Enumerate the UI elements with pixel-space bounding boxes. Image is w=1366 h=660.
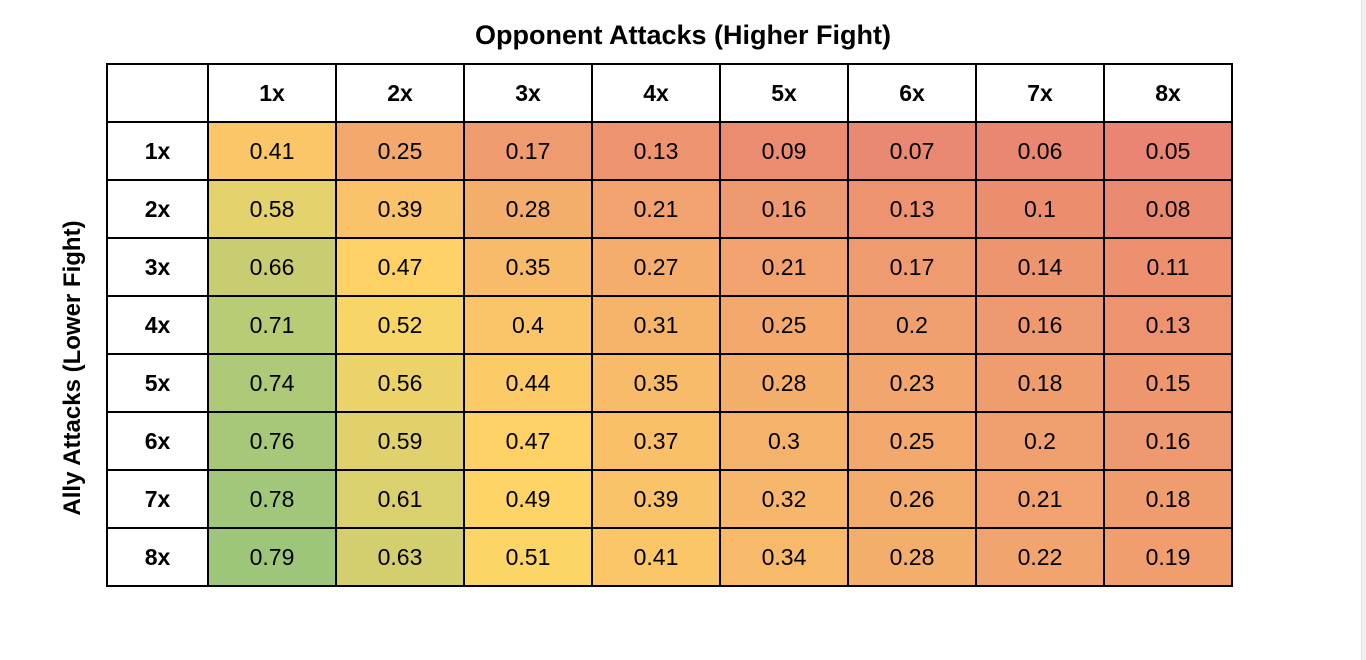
heatmap-cell-3x-2x: 0.47 — [335, 237, 465, 297]
header-row: 1x 2x 3x 4x 5x 6x 7x 8x — [106, 63, 1233, 123]
row-header-4x: 4x — [106, 295, 209, 355]
heatmap-cell-2x-3x: 0.28 — [463, 179, 593, 239]
heatmap-cell-7x-8x: 0.18 — [1103, 469, 1233, 529]
heatmap-cell-8x-6x: 0.28 — [847, 527, 977, 587]
heatmap-cell-8x-7x: 0.22 — [975, 527, 1105, 587]
col-header-2x: 2x — [335, 63, 465, 123]
heatmap-table: 1x 2x 3x 4x 5x 6x 7x 8x 1x 0.41 0.25 0.17 0.13 0.09 0… — [106, 63, 1233, 587]
heatmap-cell-3x-1x: 0.66 — [207, 237, 337, 297]
heatmap-cell-4x-2x: 0.52 — [335, 295, 465, 355]
heatmap-cell-6x-5x: 0.3 — [719, 411, 849, 471]
col-header-6x: 6x — [847, 63, 977, 123]
heatmap-cell-2x-4x: 0.21 — [591, 179, 721, 239]
heatmap-cell-7x-7x: 0.21 — [975, 469, 1105, 529]
row-header-1x: 1x — [106, 121, 209, 181]
col-header-1x: 1x — [207, 63, 337, 123]
heatmap-cell-2x-6x: 0.13 — [847, 179, 977, 239]
heatmap-cell-6x-4x: 0.37 — [591, 411, 721, 471]
row-header-7x: 7x — [106, 469, 209, 529]
heatmap-row-7x: 7x 0.78 0.61 0.49 0.39 0.32 0.26 0.21 0.18 — [106, 469, 1233, 529]
heatmap-cell-4x-3x: 0.4 — [463, 295, 593, 355]
heatmap-cell-6x-8x: 0.16 — [1103, 411, 1233, 471]
heatmap-body: 1x 0.41 0.25 0.17 0.13 0.09 0.07 0.06 0.05 2x 0.58… — [106, 121, 1233, 587]
heatmap-cell-6x-3x: 0.47 — [463, 411, 593, 471]
heatmap-cell-3x-5x: 0.21 — [719, 237, 849, 297]
col-header-4x: 4x — [591, 63, 721, 123]
heatmap-cell-8x-5x: 0.34 — [719, 527, 849, 587]
heatmap-row-6x: 6x 0.76 0.59 0.47 0.37 0.3 0.25 0.2 0.16 — [106, 411, 1233, 471]
heatmap-cell-1x-3x: 0.17 — [463, 121, 593, 181]
heatmap-cell-6x-7x: 0.2 — [975, 411, 1105, 471]
heatmap-cell-3x-8x: 0.11 — [1103, 237, 1233, 297]
heatmap-row-1x: 1x 0.41 0.25 0.17 0.13 0.09 0.07 0.06 0.05 — [106, 121, 1233, 181]
heatmap-row-2x: 2x 0.58 0.39 0.28 0.21 0.16 0.13 0.1 0.08 — [106, 179, 1233, 239]
heatmap-row-5x: 5x 0.74 0.56 0.44 0.35 0.28 0.23 0.18 0.15 — [106, 353, 1233, 413]
row-header-5x: 5x — [106, 353, 209, 413]
corner-cell — [106, 63, 209, 123]
heatmap-cell-8x-2x: 0.63 — [335, 527, 465, 587]
heatmap-cell-1x-8x: 0.05 — [1103, 121, 1233, 181]
heatmap-cell-2x-7x: 0.1 — [975, 179, 1105, 239]
heatmap-cell-5x-3x: 0.44 — [463, 353, 593, 413]
heatmap-cell-3x-6x: 0.17 — [847, 237, 977, 297]
heatmap-cell-5x-7x: 0.18 — [975, 353, 1105, 413]
window-edge-strip — [1361, 0, 1366, 660]
heatmap-cell-4x-1x: 0.71 — [207, 295, 337, 355]
heatmap-cell-4x-5x: 0.25 — [719, 295, 849, 355]
row-header-3x: 3x — [106, 237, 209, 297]
heatmap-cell-1x-2x: 0.25 — [335, 121, 465, 181]
row-header-2x: 2x — [106, 179, 209, 239]
col-header-5x: 5x — [719, 63, 849, 123]
heatmap-cell-7x-5x: 0.32 — [719, 469, 849, 529]
row-header-6x: 6x — [106, 411, 209, 471]
heatmap-cell-2x-1x: 0.58 — [207, 179, 337, 239]
heatmap-cell-8x-1x: 0.79 — [207, 527, 337, 587]
heatmap-cell-7x-2x: 0.61 — [335, 469, 465, 529]
heatmap-cell-3x-7x: 0.14 — [975, 237, 1105, 297]
heatmap-row-8x: 8x 0.79 0.63 0.51 0.41 0.34 0.28 0.22 0.19 — [106, 527, 1233, 587]
heatmap-cell-6x-1x: 0.76 — [207, 411, 337, 471]
heatmap-cell-2x-5x: 0.16 — [719, 179, 849, 239]
heatmap-cell-1x-6x: 0.07 — [847, 121, 977, 181]
heatmap-cell-4x-4x: 0.31 — [591, 295, 721, 355]
heatmap-cell-2x-2x: 0.39 — [335, 179, 465, 239]
col-header-8x: 8x — [1103, 63, 1233, 123]
heatmap-cell-1x-1x: 0.41 — [207, 121, 337, 181]
heatmap-cell-1x-7x: 0.06 — [975, 121, 1105, 181]
heatmap-cell-4x-6x: 0.2 — [847, 295, 977, 355]
heatmap-row-3x: 3x 0.66 0.47 0.35 0.27 0.21 0.17 0.14 0.11 — [106, 237, 1233, 297]
heatmap-cell-5x-2x: 0.56 — [335, 353, 465, 413]
heatmap-cell-6x-6x: 0.25 — [847, 411, 977, 471]
heatmap-cell-5x-1x: 0.74 — [207, 353, 337, 413]
col-header-7x: 7x — [975, 63, 1105, 123]
y-axis-label: Ally Attacks (Lower Fight) — [59, 220, 86, 516]
heatmap-cell-5x-5x: 0.28 — [719, 353, 849, 413]
heatmap-cell-6x-2x: 0.59 — [335, 411, 465, 471]
heatmap-cell-5x-4x: 0.35 — [591, 353, 721, 413]
heatmap-cell-1x-4x: 0.13 — [591, 121, 721, 181]
heatmap-cell-1x-5x: 0.09 — [719, 121, 849, 181]
heatmap-cell-2x-8x: 0.08 — [1103, 179, 1233, 239]
heatmap-cell-4x-7x: 0.16 — [975, 295, 1105, 355]
chart-title: Opponent Attacks (Higher Fight) — [475, 20, 891, 50]
heatmap-cell-7x-6x: 0.26 — [847, 469, 977, 529]
heatmap-cell-5x-8x: 0.15 — [1103, 353, 1233, 413]
row-header-8x: 8x — [106, 527, 209, 587]
heatmap-cell-3x-4x: 0.27 — [591, 237, 721, 297]
heatmap-row-4x: 4x 0.71 0.52 0.4 0.31 0.25 0.2 0.16 0.13 — [106, 295, 1233, 355]
heatmap-cell-8x-3x: 0.51 — [463, 527, 593, 587]
heatmap-cell-7x-1x: 0.78 — [207, 469, 337, 529]
heatmap-cell-4x-8x: 0.13 — [1103, 295, 1233, 355]
heatmap-cell-7x-4x: 0.39 — [591, 469, 721, 529]
heatmap-cell-8x-4x: 0.41 — [591, 527, 721, 587]
heatmap-cell-5x-6x: 0.23 — [847, 353, 977, 413]
col-header-3x: 3x — [463, 63, 593, 123]
heatmap-cell-8x-8x: 0.19 — [1103, 527, 1233, 587]
heatmap-cell-7x-3x: 0.49 — [463, 469, 593, 529]
heatmap-cell-3x-3x: 0.35 — [463, 237, 593, 297]
